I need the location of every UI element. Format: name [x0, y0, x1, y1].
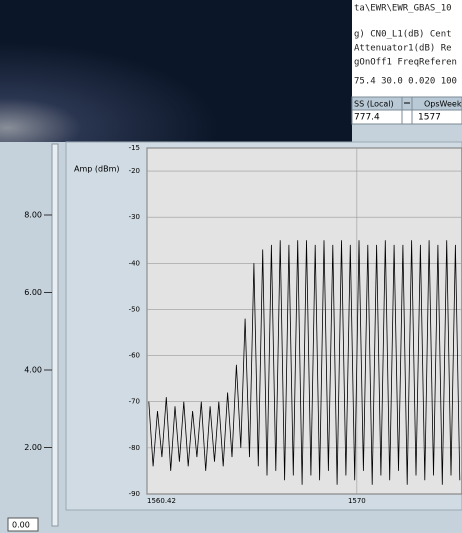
header-line: Attenuator1(dB) Re — [354, 44, 452, 54]
table-cell: 777.4 — [354, 113, 380, 123]
table-header-cell: OpsWeek — [424, 100, 462, 109]
header-line: g) CN0_L1(dB) Cent — [354, 30, 452, 40]
header-line: 75.4 30.0 0.020 100 — [354, 77, 457, 87]
x-tick-label: 1560.42 — [147, 497, 176, 505]
header-line: gOnOff1 FreqReferen — [354, 58, 457, 68]
slider-tick-label: 2.00 — [24, 443, 42, 452]
table-header-cell: SS (Local) — [354, 100, 394, 109]
slider-track[interactable] — [52, 144, 58, 526]
photo — [0, 0, 352, 142]
y-axis-label: Amp (dBm) — [74, 165, 120, 174]
slider-value: 0.00 — [12, 521, 30, 530]
y-tick-label: -80 — [129, 444, 140, 452]
header-line: ta\EWR\EWR_GBAS_10 — [354, 4, 452, 14]
y-tick-label: -15 — [129, 144, 140, 152]
y-tick-label: -60 — [129, 352, 140, 360]
page: ta\EWR\EWR_GBAS_10 g) CN0_L1(dB) Cent At… — [0, 0, 462, 533]
table-cell: 1577 — [418, 113, 441, 123]
slider-tick-label: 8.00 — [24, 211, 42, 220]
slider-tick-label: 4.00 — [24, 366, 42, 375]
plot-area — [147, 148, 462, 494]
slider-tick-label: 6.00 — [24, 288, 42, 297]
y-tick-label: -70 — [129, 398, 140, 406]
y-tick-label: -30 — [129, 213, 140, 221]
y-tick-label: -20 — [129, 167, 140, 175]
y-tick-label: -50 — [129, 305, 140, 313]
y-tick-label: -40 — [129, 259, 140, 267]
y-tick-label: -90 — [129, 490, 140, 498]
screen: ta\EWR\EWR_GBAS_10 g) CN0_L1(dB) Cent At… — [0, 0, 462, 533]
x-tick-label: 1570 — [348, 497, 366, 505]
